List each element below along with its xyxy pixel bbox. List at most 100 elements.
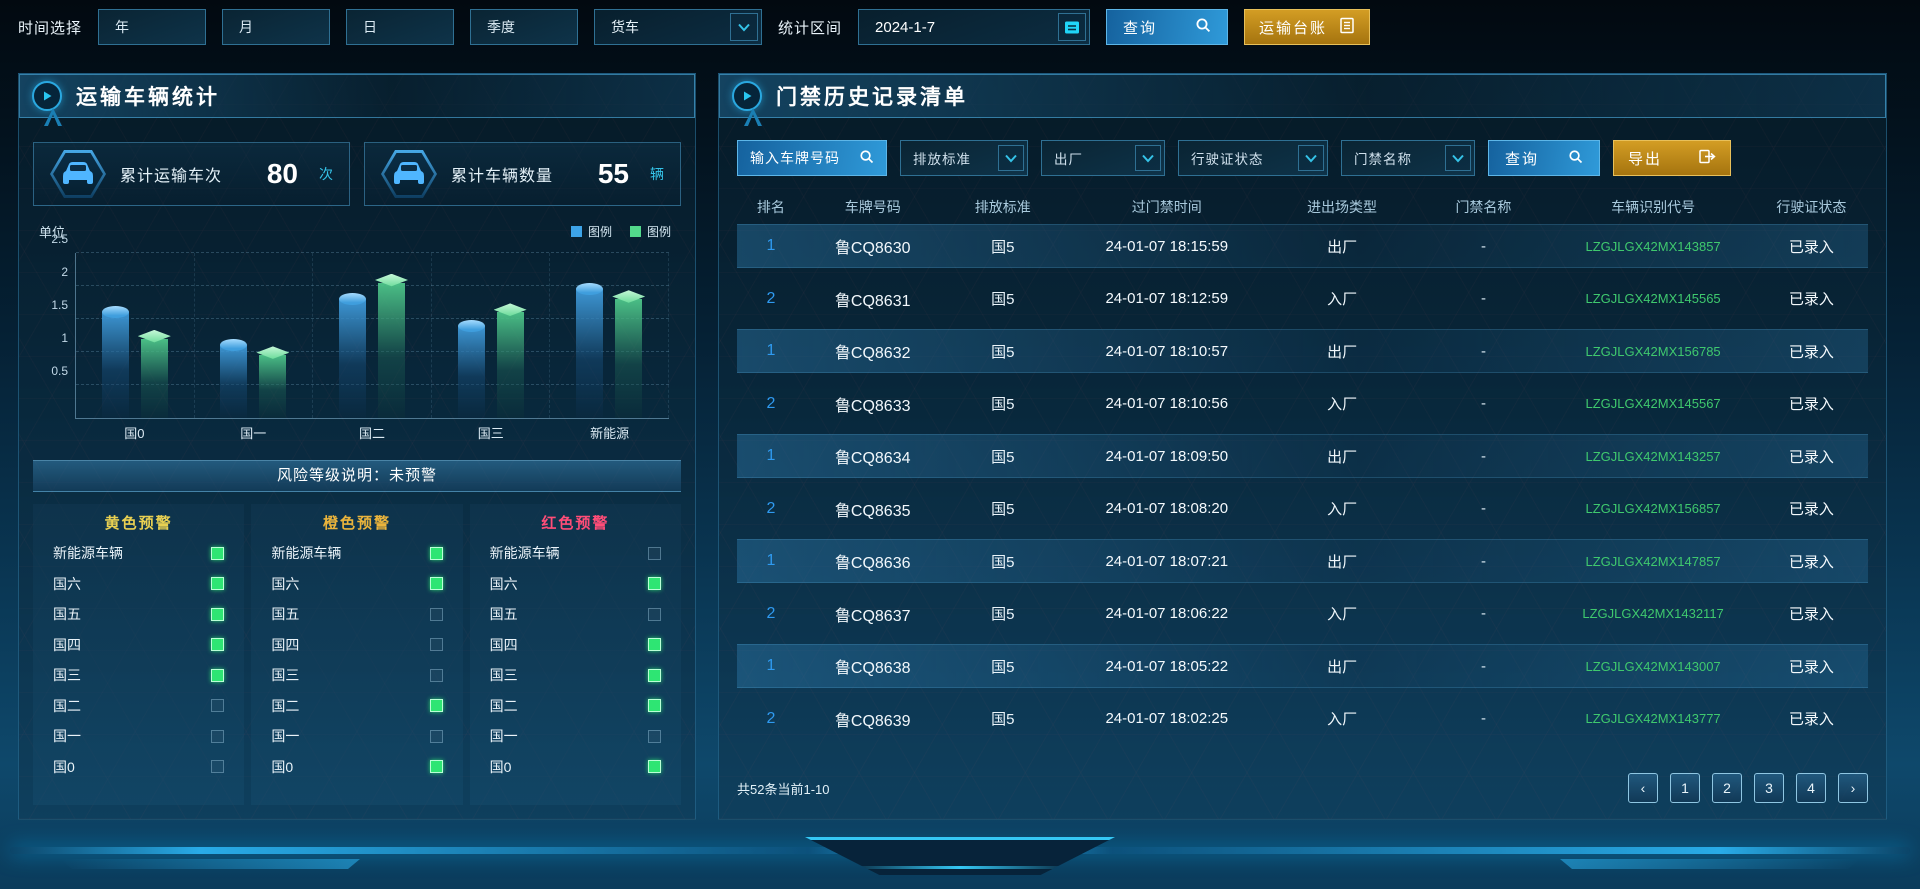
table-cell: 24-01-07 18:12:59 — [1105, 290, 1229, 307]
time-button-2[interactable]: 日 — [346, 9, 455, 45]
main-content: 运输车辆统计 累计运输车次 80 次 累计车辆数量 55 辆 单位 图例 图例 0.5 1 1.… — [0, 48, 1920, 820]
chart-top: 单位 图例 图例 — [33, 222, 675, 241]
date-input[interactable]: 2024-1-7 — [858, 9, 1091, 45]
next-page-button[interactable]: › — [1838, 773, 1868, 803]
bar-国三-series1 — [496, 312, 524, 418]
warning-checkbox[interactable] — [647, 546, 661, 560]
warning-checkbox[interactable] — [429, 729, 443, 743]
search-icon — [859, 149, 874, 167]
vehicle-type-select[interactable]: 货车 — [594, 9, 763, 45]
warning-checkbox[interactable] — [211, 729, 225, 743]
table-row: 2 鲁CQ8637 国5 24-01-07 18:06:22 入厂 - LZGJLGX42M… — [737, 592, 1868, 636]
warning-checkbox[interactable] — [429, 699, 443, 713]
filter-dropdown-3[interactable]: 门禁名称 — [1341, 140, 1475, 176]
table-cell: 鲁CQ8631 — [834, 292, 911, 310]
play-icon — [732, 81, 762, 111]
warning-checkbox[interactable] — [211, 699, 225, 713]
time-button-3[interactable]: 季度 — [470, 9, 579, 45]
table-cell: 入厂 — [1327, 291, 1358, 308]
time-button-0[interactable]: 年 — [98, 9, 207, 45]
column-header-7: 行驶证状态 — [1776, 199, 1847, 215]
bar-国0-series0 — [101, 306, 129, 418]
chart-category-group — [550, 253, 669, 418]
warning-checkbox[interactable] — [647, 668, 661, 682]
table-row: 2 鲁CQ8639 国5 24-01-07 18:02:25 入厂 - LZGJLGX42M… — [737, 697, 1868, 741]
bar-国一-series1 — [259, 355, 287, 418]
page-button-3[interactable]: 3 — [1754, 773, 1784, 803]
page-button-1[interactable]: 1 — [1670, 773, 1700, 803]
warning-checkbox[interactable] — [429, 638, 443, 652]
warning-checkbox[interactable] — [429, 668, 443, 682]
table-cell: 已录入 — [1788, 396, 1834, 413]
table-query-button[interactable]: 查询 — [1488, 140, 1600, 176]
time-button-1[interactable]: 月 — [222, 9, 331, 45]
decorative-footer — [0, 825, 1920, 889]
table-cell: LZGJLGX42MX143777 — [1585, 711, 1721, 726]
table-cell: 2 — [766, 289, 776, 307]
warning-checkbox[interactable] — [211, 638, 225, 652]
warning-checkbox[interactable] — [211, 577, 225, 591]
x-axis-label: 国0 — [124, 426, 145, 441]
legend-swatch — [629, 226, 641, 237]
filter-bar: 输入车牌号码 排放标准 出厂 行驶证状态 门禁名称 查询 导出 — [719, 118, 1886, 176]
transport-ledger-button[interactable]: 运输台账 — [1244, 9, 1371, 45]
table-cell: LZGJLGX42MX156857 — [1585, 501, 1721, 516]
chevron-down-icon — [730, 13, 759, 41]
filter-dropdown-label: 行驶证状态 — [1191, 152, 1264, 167]
page-button-2[interactable]: 2 — [1712, 773, 1742, 803]
warning-item-label: 国六 — [53, 575, 81, 592]
filter-dropdown-0[interactable]: 排放标准 — [900, 140, 1028, 176]
table-cell: 入厂 — [1327, 711, 1358, 728]
filter-dropdown-1[interactable]: 出厂 — [1041, 140, 1165, 176]
warning-checkbox[interactable] — [429, 577, 443, 591]
search-icon — [1568, 149, 1583, 168]
bar-新能源-series0 — [576, 283, 604, 418]
warning-item: 国三 — [271, 660, 443, 691]
table-cell: - — [1480, 552, 1486, 570]
warning-title-2: 红色预警 — [541, 515, 610, 532]
y-axis-tick: 1 — [61, 331, 68, 345]
bar-国三-series0 — [457, 319, 485, 418]
table-cell: 出厂 — [1327, 343, 1358, 361]
export-button[interactable]: 导出 — [1613, 140, 1731, 176]
table-cell: 已录入 — [1788, 291, 1834, 308]
warning-checkbox[interactable] — [211, 607, 225, 621]
warning-checkbox[interactable] — [429, 760, 443, 774]
x-axis-label: 国二 — [358, 426, 385, 441]
warning-checkbox[interactable] — [647, 729, 661, 743]
x-axis-label: 新能源 — [590, 426, 630, 441]
warning-checkbox[interactable] — [429, 546, 443, 560]
column-header-2: 排放标准 — [974, 199, 1031, 215]
table-cell: - — [1480, 237, 1486, 255]
warning-checkbox[interactable] — [429, 607, 443, 621]
warning-checkbox[interactable] — [647, 577, 661, 591]
prev-page-button[interactable]: ‹ — [1628, 773, 1658, 803]
warning-item: 国六 — [53, 569, 225, 600]
table-row: 1 鲁CQ8632 国5 24-01-07 18:10:57 出厂 - LZGJLGX42M… — [737, 329, 1868, 373]
stat-card-0: 累计运输车次 80 次 — [33, 142, 350, 206]
page-button-4[interactable]: 4 — [1796, 773, 1826, 803]
bar-国二-series1 — [377, 282, 405, 418]
warning-checkbox[interactable] — [647, 760, 661, 774]
warning-checkbox[interactable] — [211, 546, 225, 560]
query-button[interactable]: 查询 — [1106, 9, 1229, 45]
query-button-label: 查询 — [1123, 19, 1158, 37]
y-axis-tick: 0.5 — [51, 364, 68, 378]
warning-checkbox[interactable] — [211, 668, 225, 682]
plate-search-input[interactable]: 输入车牌号码 — [737, 140, 887, 176]
y-axis-tick: 2 — [61, 265, 68, 279]
legend-item-1: 图例 — [629, 223, 671, 240]
calendar-icon[interactable] — [1058, 13, 1087, 41]
clipboard-icon — [1339, 17, 1355, 38]
warning-checkbox[interactable] — [211, 760, 225, 774]
warning-item: 国三 — [53, 660, 225, 691]
table-cell: 已录入 — [1788, 448, 1834, 466]
warning-item: 国一 — [271, 721, 443, 752]
filter-dropdown-2[interactable]: 行驶证状态 — [1178, 140, 1328, 176]
warning-title-1: 橙色预警 — [322, 515, 391, 532]
warning-checkbox[interactable] — [647, 607, 661, 621]
access-history-panel: 门禁历史记录清单 输入车牌号码 排放标准 出厂 行驶证状态 门禁名称 查询 — [718, 73, 1887, 820]
warning-checkbox[interactable] — [647, 699, 661, 713]
warning-checkbox[interactable] — [647, 638, 661, 652]
